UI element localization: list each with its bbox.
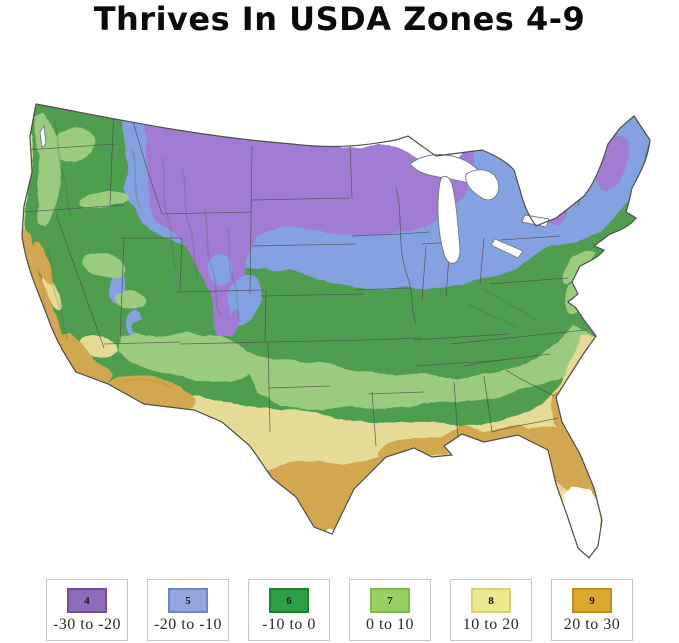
page: Thrives In USDA Zones 4-9	[0, 0, 679, 643]
zone-8-swatch: 8	[471, 588, 511, 613]
zone-9-number: 9	[589, 595, 595, 607]
legend-item-zone-5: 5 -20 to -10	[147, 579, 229, 641]
zone-6-swatch: 6	[269, 588, 309, 613]
zone-5-number: 5	[185, 595, 191, 607]
zone-8-range-label: 10 to 20	[463, 616, 519, 634]
zone-7-number: 7	[387, 595, 393, 607]
legend-item-zone-4: 4 -30 to -20	[46, 579, 128, 641]
zone-4-number: 4	[84, 595, 90, 607]
zone-6-number: 6	[286, 595, 292, 607]
us-map-svg	[12, 88, 668, 572]
zone-9-swatch: 9	[572, 588, 612, 613]
zone-5-range-label: -20 to -10	[154, 616, 222, 634]
legend-item-zone-6: 6 -10 to 0	[248, 579, 330, 641]
zone-legend: 4 -30 to -20 5 -20 to -10 6 -10 to 0 7 0…	[46, 579, 633, 641]
legend-item-zone-7: 7 0 to 10	[349, 579, 431, 641]
zone-6-range-label: -10 to 0	[262, 616, 316, 634]
page-title: Thrives In USDA Zones 4-9	[0, 0, 679, 38]
zone-4-range-label: -30 to -20	[53, 616, 121, 634]
zone-9-range-label: 20 to 30	[564, 616, 620, 634]
legend-item-zone-9: 9 20 to 30	[551, 579, 633, 641]
legend-item-zone-8: 8 10 to 20	[450, 579, 532, 641]
zone-8-number: 8	[488, 595, 494, 607]
zone-7-swatch: 7	[370, 588, 410, 613]
zone-7-range-label: 0 to 10	[366, 616, 414, 634]
usda-zone-map	[12, 88, 668, 572]
zone-4-swatch: 4	[67, 588, 107, 613]
zone-5-swatch: 5	[168, 588, 208, 613]
